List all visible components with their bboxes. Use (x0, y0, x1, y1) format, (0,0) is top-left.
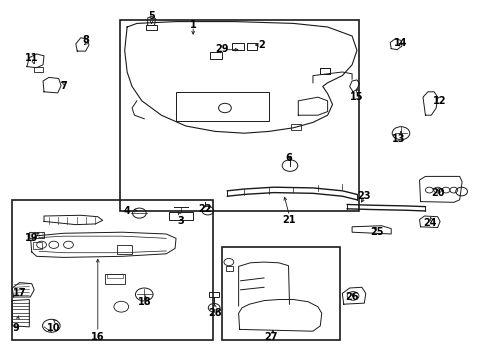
Text: 16: 16 (91, 332, 104, 342)
Text: 8: 8 (82, 35, 89, 45)
Bar (222, 247, 339, 340)
Text: 5: 5 (148, 11, 155, 21)
Text: 12: 12 (432, 96, 446, 106)
Text: 25: 25 (369, 227, 383, 237)
Bar (33, 242, 41, 249)
Text: 24: 24 (423, 218, 436, 228)
Bar (209, 292, 219, 297)
Bar (105, 274, 124, 284)
Text: 13: 13 (391, 134, 405, 144)
Text: 20: 20 (430, 188, 444, 198)
Text: 7: 7 (60, 81, 67, 91)
Bar (246, 43, 256, 50)
Text: 19: 19 (25, 233, 39, 243)
Text: 9: 9 (12, 323, 19, 333)
Text: 11: 11 (25, 53, 39, 63)
Text: 10: 10 (47, 323, 61, 333)
Bar (320, 68, 329, 74)
Text: 26: 26 (345, 292, 358, 302)
Bar (290, 124, 300, 130)
Text: 15: 15 (349, 92, 363, 102)
Text: 23: 23 (357, 191, 370, 201)
Bar (320, 68, 329, 74)
Text: 17: 17 (13, 288, 26, 298)
Bar (176, 92, 268, 121)
Text: 6: 6 (285, 153, 291, 163)
Text: 1: 1 (189, 20, 196, 30)
Bar (106, 274, 123, 278)
Text: 14: 14 (393, 38, 407, 48)
Text: 4: 4 (123, 206, 130, 216)
Bar (34, 67, 43, 72)
Text: 29: 29 (215, 44, 229, 54)
Bar (232, 43, 244, 50)
Bar (210, 52, 222, 59)
Text: 22: 22 (198, 204, 212, 214)
Text: 27: 27 (264, 332, 278, 342)
Bar (120, 20, 359, 211)
Bar (168, 212, 193, 220)
Text: 2: 2 (258, 40, 264, 50)
Text: 18: 18 (137, 297, 151, 307)
Bar (29, 232, 44, 238)
Bar (145, 25, 157, 30)
Bar (320, 68, 329, 74)
Text: 21: 21 (281, 215, 295, 225)
Bar (226, 266, 232, 271)
Bar (117, 245, 132, 254)
Text: 28: 28 (208, 308, 222, 318)
Text: 3: 3 (177, 216, 184, 226)
Bar (12, 200, 212, 340)
